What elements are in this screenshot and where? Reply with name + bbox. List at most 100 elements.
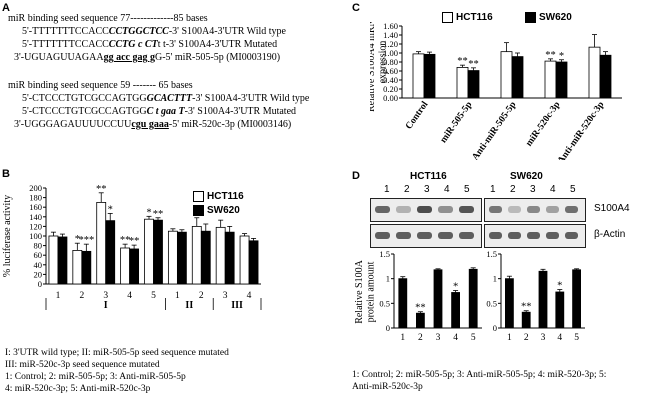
legend-b-sw620: SW620 [193, 201, 240, 219]
blot-sw620-actin [484, 224, 586, 248]
significance-mark: * [557, 281, 562, 292]
bar [538, 270, 548, 329]
bar [248, 240, 259, 285]
blot-band [527, 206, 540, 213]
seed-sequence: gg acc gag g [103, 52, 155, 63]
y-tick-label: 1.5 [486, 249, 497, 259]
blot-band [438, 206, 453, 213]
y-tick-label: 180 [29, 193, 42, 203]
x-tick-label: 1 [56, 291, 61, 301]
x-tick-label: 4 [247, 291, 252, 301]
significance-mark: *** [78, 235, 94, 246]
seed-header: miR binding seed sequence 59 ------- 65 … [8, 80, 193, 91]
panel-a-label: A [2, 2, 10, 14]
x-tick-label: 4 [127, 291, 132, 301]
bar [555, 61, 568, 99]
significance-mark: ** [415, 303, 426, 314]
significance-mark: * [453, 282, 458, 293]
x-tick-label: 2 [79, 291, 84, 301]
y-tick-label: 0.60 [383, 66, 398, 76]
bar [144, 218, 154, 285]
blot-band [438, 232, 453, 239]
blot-band [527, 232, 540, 239]
y-tick-label: 120 [29, 221, 42, 231]
seed-block-mir505: miR binding seed sequence 77------------… [8, 13, 286, 65]
seed-block-mir520c: miR binding seed sequence 59 ------- 65 … [8, 80, 309, 132]
y-tick-label: 60 [34, 250, 43, 260]
blot-band [375, 206, 390, 213]
blot-band [375, 232, 390, 239]
group-label: III [231, 300, 243, 311]
bar [423, 53, 436, 99]
x-tick-label: 1 [400, 333, 405, 343]
bar [105, 220, 116, 285]
x-tick-label: 3 [541, 333, 546, 343]
lane-number: 3 [424, 184, 430, 195]
blot-band [546, 232, 559, 239]
y-tick-label: 140 [29, 212, 42, 222]
y-tick-label: 0 [38, 279, 42, 289]
sequence-line: 3'-UGUAGUUAGAAgg acc gag gG-5' miR-505-5… [8, 52, 286, 63]
x-tick-label: 1 [175, 291, 180, 301]
seed-sequence: CCTGGCTCC [108, 26, 169, 37]
y-tick-label: 1 [493, 274, 497, 284]
significance-mark: ** [129, 236, 140, 247]
footnote-d-2: Anti-miR-520c-3p [352, 382, 423, 392]
blot-band [565, 206, 578, 213]
legend-c-hct116-text: HCT116 [456, 11, 493, 23]
bar [572, 269, 581, 329]
y-axis-label: Relative S100A4 mRNA [370, 22, 377, 112]
blot-title-hct116: HCT116 [410, 171, 447, 182]
y-tick-label: 1.60 [383, 22, 398, 31]
significance-mark: * [75, 234, 80, 245]
blot-band [396, 232, 411, 239]
blot-sw620-s100a4 [484, 198, 586, 222]
significance-mark: * [146, 207, 151, 218]
bar [433, 269, 443, 329]
x-tick-label: miR-520c-3p [524, 100, 562, 149]
lane-number: 5 [464, 184, 470, 195]
y-tick-label: 200 [29, 183, 42, 193]
bar [72, 250, 83, 285]
bar [81, 250, 92, 285]
sequence-line: 5'-CTCCCTGTCGCCAGTGGGCACTTT-3' S100A4-3'… [8, 93, 309, 104]
blot-hct116-actin [370, 224, 482, 248]
lane-number: 1 [384, 184, 390, 195]
lane-number: 5 [570, 184, 576, 195]
x-tick-label: Anti-miR-505-5p [471, 100, 519, 160]
bar [504, 278, 514, 329]
significance-mark: ** [545, 50, 556, 61]
bar [555, 291, 565, 329]
lane-number: 2 [404, 184, 410, 195]
y-axis-label: protein amount [366, 261, 377, 322]
footnote-b-2: III: miR-520c-3p seed sequence mutated [5, 360, 160, 370]
x-tick-label: 4 [453, 333, 458, 343]
bar [215, 226, 226, 285]
legend-c-sw620: SW620 [525, 8, 572, 26]
lane-number: 1 [490, 184, 496, 195]
y-tick-label: 0.40 [383, 75, 398, 85]
bar [521, 311, 531, 329]
x-tick-label: 5 [151, 291, 156, 301]
lane-number: 2 [510, 184, 516, 195]
bar [467, 70, 480, 99]
bar [451, 292, 460, 329]
significance-mark: ** [153, 209, 164, 220]
y-tick-label: 0 [493, 323, 497, 333]
significance-mark: ** [96, 184, 107, 195]
y-tick-label: 1 [386, 274, 390, 284]
blot-band [508, 232, 521, 239]
footnote-b-3: 1: Control; 2: miR-505-5p; 3: Anti-miR-5… [5, 372, 186, 382]
y-tick-label: 1.5 [379, 249, 390, 259]
bar [120, 247, 131, 285]
bar [416, 312, 425, 329]
x-tick-label: 2 [418, 333, 423, 343]
sequence-prefix: 5'-TTTTTTTCCACC [22, 26, 109, 37]
sequence-suffix: -5' miR-520c-3p (MI0003146) [168, 119, 292, 130]
blot-band [459, 206, 474, 213]
sequence-line: 5'-TTTTTTTCCACCCCTG c CTt t-3' S100A4-3'… [8, 39, 286, 50]
x-tick-label: 5 [471, 333, 476, 343]
bar [153, 219, 163, 285]
x-tick-label: 3 [436, 333, 441, 343]
